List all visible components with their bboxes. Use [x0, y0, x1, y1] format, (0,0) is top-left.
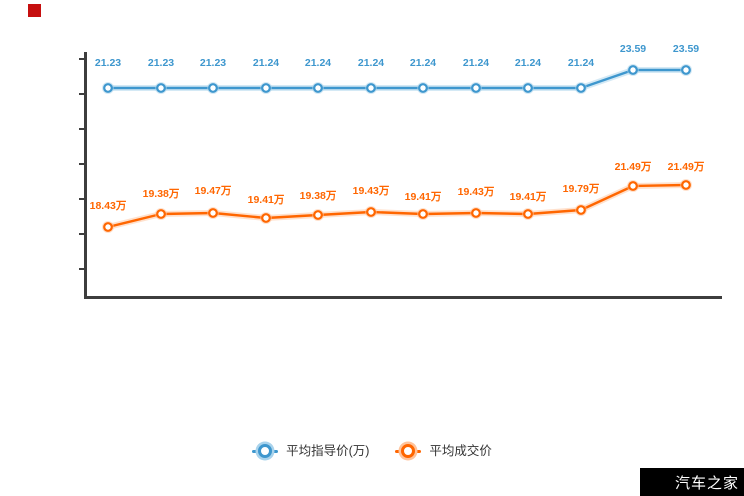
y-axis [84, 52, 87, 299]
legend-item-deal-price[interactable]: 平均成交价 [395, 442, 492, 460]
data-point [681, 65, 691, 75]
point-value-label: 21.49万 [615, 161, 652, 173]
point-value-label: 21.24 [515, 57, 541, 69]
y-axis-tick [79, 58, 84, 60]
data-point [471, 208, 481, 218]
data-point [523, 209, 533, 219]
legend-item-guide-price[interactable]: 平均指导价(万) [252, 442, 369, 460]
y-axis-tick [79, 93, 84, 95]
point-value-label: 21.24 [305, 57, 331, 69]
point-value-label: 19.38万 [143, 188, 180, 200]
chart-legend: 平均指导价(万) 平均成交价 [0, 442, 744, 460]
point-value-label: 21.49万 [668, 161, 705, 173]
data-point [681, 180, 691, 190]
y-axis-tick [79, 198, 84, 200]
point-value-label: 23.59 [673, 43, 699, 55]
y-axis-tick [79, 128, 84, 130]
data-point [156, 209, 166, 219]
data-point [261, 213, 271, 223]
watermark-autohome: 汽车之家 [640, 468, 744, 496]
data-point [471, 83, 481, 93]
data-point [156, 83, 166, 93]
data-point [418, 209, 428, 219]
data-point [576, 205, 586, 215]
point-value-label: 21.23 [200, 57, 226, 69]
data-point [261, 83, 271, 93]
point-value-label: 21.24 [358, 57, 384, 69]
point-value-label: 19.41万 [405, 191, 442, 203]
data-point [523, 83, 533, 93]
point-value-label: 19.79万 [563, 183, 600, 195]
legend-label-deal-price: 平均成交价 [429, 444, 492, 458]
y-axis-tick [79, 163, 84, 165]
point-value-label: 21.24 [463, 57, 489, 69]
recording-indicator [28, 4, 41, 17]
point-value-label: 21.23 [95, 57, 121, 69]
legend-marker-orange-icon [395, 442, 422, 460]
data-point [208, 208, 218, 218]
point-value-label: 21.24 [253, 57, 279, 69]
data-point [103, 83, 113, 93]
data-point [103, 222, 113, 232]
data-point [208, 83, 218, 93]
data-point [576, 83, 586, 93]
point-value-label: 19.41万 [248, 194, 285, 206]
legend-marker-blue-icon [252, 442, 279, 460]
point-value-label: 19.43万 [458, 186, 495, 198]
point-value-label: 19.38万 [300, 190, 337, 202]
point-value-label: 21.24 [568, 57, 594, 69]
point-value-label: 19.41万 [510, 191, 547, 203]
point-value-label: 21.23 [148, 57, 174, 69]
y-axis-tick [79, 233, 84, 235]
series-line-1 [107, 183, 687, 229]
series-line-0 [108, 68, 686, 90]
data-point [628, 181, 638, 191]
point-value-label: 19.43万 [353, 185, 390, 197]
series-glow-0 [108, 67, 686, 91]
point-value-label: 23.59 [620, 43, 646, 55]
data-point [628, 65, 638, 75]
data-point [366, 207, 376, 217]
y-axis-tick [79, 268, 84, 270]
point-value-label: 18.43万 [90, 200, 127, 212]
point-value-label: 21.24 [410, 57, 436, 69]
x-axis [84, 296, 722, 299]
data-point [313, 210, 323, 220]
data-point [366, 83, 376, 93]
legend-label-guide-price: 平均指导价(万) [286, 444, 370, 458]
point-value-label: 19.47万 [195, 185, 232, 197]
data-point [418, 83, 428, 93]
data-point [313, 83, 323, 93]
